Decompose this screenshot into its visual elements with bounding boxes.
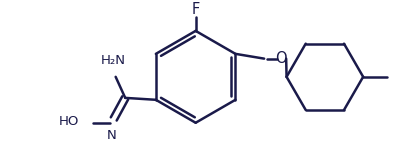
Text: N: N bbox=[107, 129, 117, 141]
Text: H₂N: H₂N bbox=[101, 54, 126, 67]
Text: HO: HO bbox=[59, 115, 79, 128]
Text: O: O bbox=[276, 51, 287, 66]
Text: F: F bbox=[192, 2, 200, 17]
